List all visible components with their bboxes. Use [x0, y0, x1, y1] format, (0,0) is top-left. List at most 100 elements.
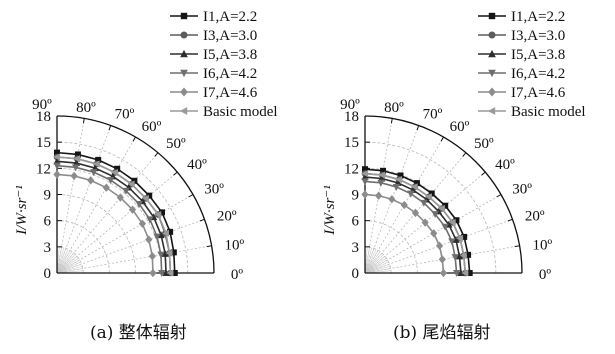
data-point: [157, 231, 165, 239]
grid-fine-spoke: [364, 251, 381, 274]
angle-tick-label: 10º: [533, 237, 553, 253]
y-axis-label: I/W·sr⁻¹: [14, 185, 30, 236]
data-point: [466, 270, 473, 276]
data-point: [146, 192, 153, 199]
legend-label: I6,A=4.2: [203, 66, 257, 82]
grid-fine-spoke: [364, 268, 391, 274]
data-point: [72, 159, 80, 167]
series-3: [53, 162, 166, 277]
legend-label: I5,A=3.8: [511, 47, 565, 63]
grid-fine-spoke: [364, 252, 383, 274]
data-point: [459, 251, 467, 260]
angle-tick-label: 60º: [142, 119, 162, 135]
series-line: [364, 172, 467, 274]
legend-marker: [180, 31, 188, 39]
data-point: [166, 269, 174, 277]
arc-tick: [514, 245, 520, 248]
legend-entry: I1,A=2.2: [478, 9, 565, 25]
grid-fine-spoke: [364, 247, 370, 274]
data-point: [141, 194, 149, 203]
data-point: [95, 156, 102, 163]
legend-entry: Basic model: [478, 104, 586, 120]
legend-marker: [488, 69, 496, 78]
legend-label: I7,A=4.6: [203, 85, 258, 101]
arc-tick: [199, 218, 205, 222]
data-point: [111, 168, 119, 177]
data-point: [430, 229, 438, 238]
grid-fine-spoke: [364, 265, 391, 274]
angle-tick-label: 30º: [204, 182, 224, 198]
data-point: [122, 187, 130, 195]
data-point: [451, 254, 459, 261]
data-point: [128, 205, 137, 214]
polar-chart-a: 0 3 6 9 12 15 18 0º 10º 20º 30º 40º 50º 60º 70º 80º 90º I…: [0, 0, 307, 300]
angle-tick-label: 70º: [115, 106, 135, 122]
data-point: [53, 162, 61, 170]
data-point: [461, 233, 468, 240]
angle-tick-label: 40º: [187, 157, 207, 173]
arc-tick: [390, 118, 393, 124]
data-point: [361, 190, 369, 199]
angle-tick-label: 30º: [512, 182, 532, 198]
legend-entry: Basic model: [170, 104, 278, 120]
y-axis-label: I/W·sr⁻¹: [322, 185, 338, 236]
caption-b: (b) 尾焰辐射: [393, 323, 491, 343]
legend-entry: I1,A=2.2: [170, 9, 257, 25]
data-point: [53, 153, 60, 161]
data-point: [53, 157, 61, 165]
legend-marker: [488, 87, 496, 97]
grid-fine-spoke: [56, 265, 83, 274]
series-line: [364, 176, 462, 274]
legend-label: I1,A=2.2: [203, 9, 257, 25]
arc-tick: [173, 171, 178, 176]
series-line: [364, 193, 445, 274]
grid-fine-spoke: [56, 247, 65, 274]
series-5: [361, 169, 469, 277]
data-point: [388, 195, 396, 204]
grid-fine-spoke: [56, 248, 67, 274]
legend-label: I3,A=3.0: [203, 28, 257, 44]
data-point: [116, 193, 124, 202]
grid-fine-spoke: [56, 261, 81, 274]
legend-label: I6,A=4.2: [511, 66, 565, 82]
legend-entry: I5,A=3.8: [478, 47, 565, 63]
legend-marker: [487, 107, 496, 115]
legend-label: I1,A=2.2: [511, 9, 565, 25]
data-point: [146, 216, 154, 224]
data-point: [87, 176, 95, 185]
data-point: [361, 178, 369, 186]
grid-fine-spoke: [364, 255, 386, 274]
data-point: [392, 183, 400, 191]
data-point: [448, 218, 456, 227]
data-point: [167, 228, 174, 235]
legend-marker: [179, 107, 188, 115]
data-point: [162, 269, 170, 276]
data-point: [145, 235, 153, 244]
legend-marker: [180, 12, 188, 20]
legend-marker: [488, 31, 496, 39]
data-point: [107, 177, 115, 184]
y-tick-label: 15: [344, 135, 359, 151]
series-4: [53, 170, 157, 278]
outer-arc: [364, 115, 523, 274]
data-point: [380, 167, 387, 174]
grid-fine-spoke: [56, 250, 71, 274]
grid-fine-spoke: [364, 247, 373, 274]
legend-label: I5,A=3.8: [203, 47, 257, 63]
data-point: [54, 149, 60, 156]
data-point: [154, 210, 162, 219]
data-point: [413, 180, 420, 187]
grid-ring: [56, 167, 163, 274]
arc-tick: [462, 152, 467, 157]
data-point: [92, 160, 100, 168]
y-tick-label: 15: [36, 135, 51, 151]
data-point: [431, 211, 439, 219]
y-tick-label: 12: [36, 161, 51, 177]
grid-fine-spoke: [364, 259, 388, 274]
arc-tick: [188, 194, 194, 198]
data-point: [420, 199, 428, 207]
caption-a: (a) 整体辐射: [90, 323, 187, 343]
angle-tick-label: 80º: [384, 100, 404, 116]
angle-tick-label: 50º: [166, 136, 186, 152]
arc-tick: [507, 218, 513, 222]
